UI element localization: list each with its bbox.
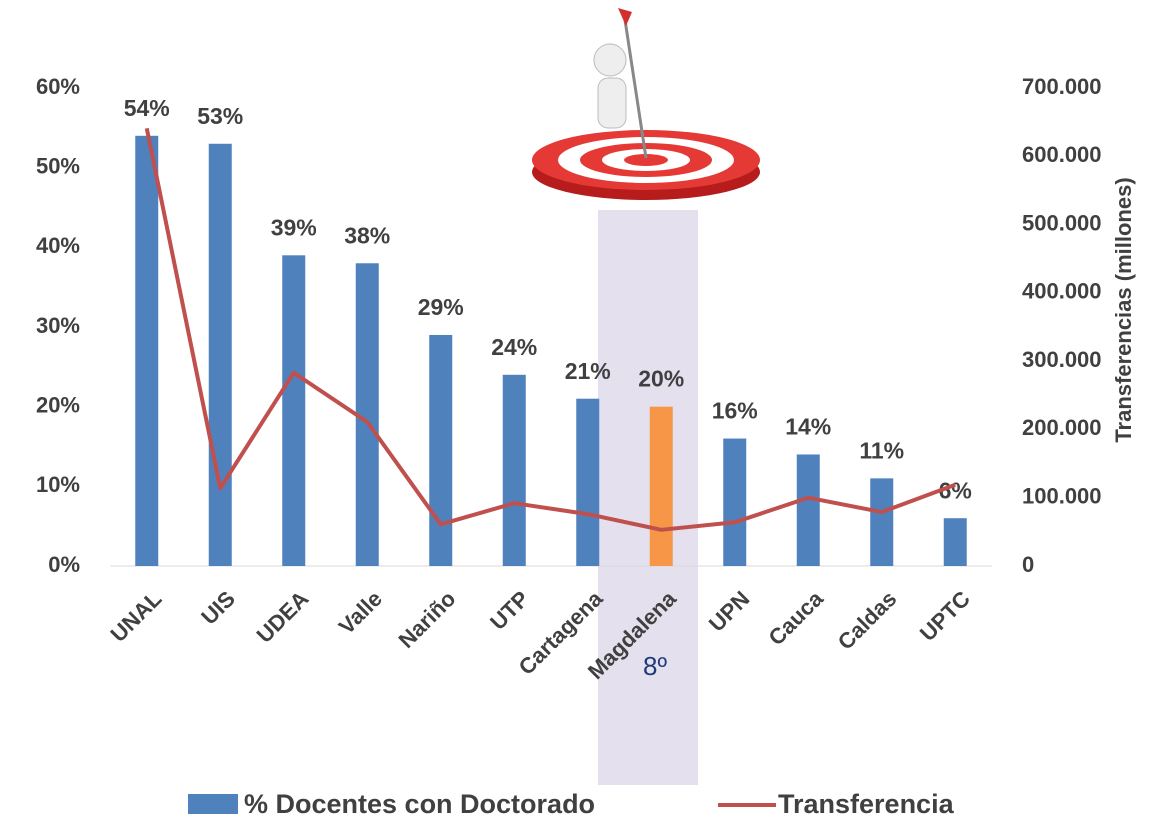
x-tick-label: UPN (704, 586, 755, 637)
y2-tick-label: 500.000 (1022, 210, 1102, 235)
bar (943, 518, 967, 566)
bar (355, 263, 379, 566)
y2-tick-label: 200.000 (1022, 415, 1102, 440)
bar (502, 374, 526, 566)
data-label: 14% (785, 414, 831, 440)
y2-tick-label: 300.000 (1022, 347, 1102, 372)
bar (870, 478, 894, 566)
bar (282, 255, 306, 567)
data-label: 21% (565, 358, 611, 384)
y2-tick-label: 400.000 (1022, 279, 1102, 304)
highlight-band (598, 210, 698, 785)
bar (576, 398, 600, 566)
x-tick-label: UNAL (106, 586, 167, 647)
bar (429, 334, 453, 566)
y-tick-label: 30% (36, 313, 80, 338)
x-tick-label: UPTC (915, 586, 975, 646)
y-tick-label: 20% (36, 392, 80, 417)
bar (796, 454, 820, 566)
bar (135, 135, 159, 567)
line (144, 127, 956, 532)
y2-axis-title: Transferencias (millones) (1111, 177, 1136, 442)
y2-tick-label: 100.000 (1022, 484, 1102, 509)
data-label: 29% (418, 294, 464, 320)
x-tick-label: UIS (196, 586, 240, 630)
y2-tick-label: 0 (1022, 552, 1034, 577)
data-label: 16% (712, 398, 758, 424)
legend-label: Transferencia (778, 789, 955, 819)
y-tick-label: 50% (36, 153, 80, 178)
x-tick-label: UDEA (252, 586, 314, 648)
data-label: 39% (271, 214, 317, 240)
y2-tick-label: 600.000 (1022, 142, 1102, 167)
target-illustration (532, 8, 760, 200)
y2-tick-label: 700.000 (1022, 74, 1102, 99)
x-tick-label: UTP (485, 586, 534, 635)
legend-label: % Docentes con Doctorado (244, 789, 595, 819)
y-tick-label: 40% (36, 233, 80, 258)
x-tick-label: Caldas (833, 586, 902, 655)
y-tick-label: 60% (36, 74, 80, 99)
y-tick-label: 0% (48, 552, 80, 577)
data-label: 53% (197, 103, 243, 129)
data-label: 11% (859, 437, 904, 463)
bar (649, 406, 673, 566)
data-label: 38% (344, 222, 390, 248)
bar (208, 143, 232, 566)
bar (723, 438, 747, 566)
data-label: 54% (124, 95, 170, 121)
data-label: 24% (491, 334, 537, 360)
data-label: 20% (638, 366, 684, 392)
x-tick-label: Nariño (393, 586, 460, 653)
x-tick-label: Valle (334, 586, 387, 639)
annotation: 8º (643, 651, 667, 681)
x-tick-label: Cauca (764, 585, 829, 650)
legend-swatch (188, 794, 238, 814)
y-tick-label: 10% (36, 472, 80, 497)
